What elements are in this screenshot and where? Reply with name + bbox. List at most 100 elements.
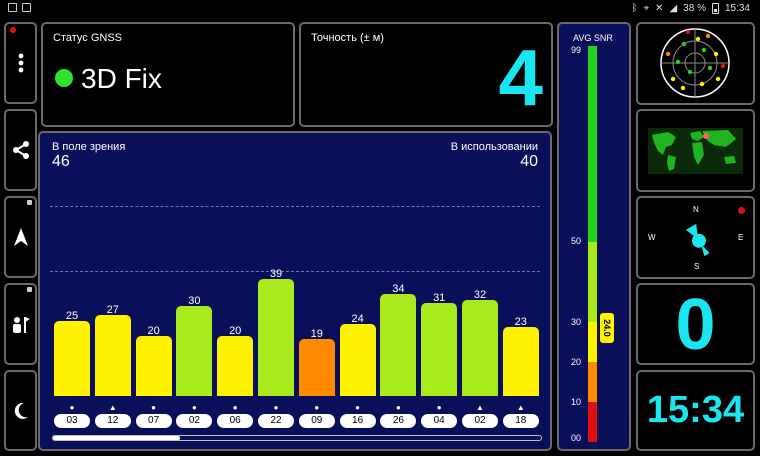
scrollbar-thumb[interactable] [53, 436, 181, 440]
snr-tick-label: 99 [571, 45, 582, 55]
satellite-bar [135, 336, 172, 396]
satellite-bar [94, 315, 131, 396]
speed-value: 0 [675, 285, 716, 365]
satellite-snr-label: 23 [514, 316, 527, 328]
gnss-status-panel: Статус GNSS 3D Fix [41, 22, 295, 127]
constellation-marker-icon: ● [355, 403, 361, 412]
satellite-bar [339, 324, 376, 396]
navigation-arrow-icon [13, 228, 28, 246]
satellite-snr-label: 31 [433, 292, 446, 304]
snr-tick-label: 50 [571, 236, 582, 246]
moon-icon [14, 402, 28, 419]
status-bar: ᛒ ⌖ ✕ ◢ 38 % 15:34 [0, 0, 760, 18]
snr-band-strong [588, 46, 597, 242]
compass-needle-icon [685, 223, 710, 257]
satellite-bar [217, 336, 254, 396]
night-mode-button[interactable] [4, 370, 37, 451]
in-view-count: 46 [52, 153, 70, 170]
satellite-snr-label: 32 [473, 289, 487, 301]
satellite-id[interactable]: 16 [339, 414, 376, 428]
snr-band-weak [588, 362, 597, 402]
avg-snr-marker: 24.0 [600, 313, 614, 343]
constellation-marker-icon: ● [314, 403, 320, 412]
navigate-button[interactable] [4, 196, 37, 278]
satellite-bar [421, 303, 458, 396]
constellation-marker-icon: ▲ [516, 403, 525, 412]
compass-east: E [738, 233, 744, 242]
gnss-status-label: Статус GNSS [53, 32, 123, 44]
avg-snr-gauge: AVG SNR 99 50 30 20 10 00 24.0 [557, 22, 631, 451]
satellite-bar [298, 339, 335, 396]
snr-tick-label: 10 [571, 397, 582, 407]
compass-south: S [694, 262, 700, 271]
compass-west: W [648, 233, 656, 242]
satellite-snr-label: 20 [147, 325, 160, 337]
world-map-icon [648, 128, 743, 174]
satellite-id[interactable]: 09 [298, 414, 335, 428]
bluetooth-icon: ᛒ [631, 3, 638, 14]
menu-button[interactable] [4, 22, 37, 104]
compass-panel[interactable]: N S E W [636, 196, 755, 279]
accuracy-value: 4 [498, 33, 544, 122]
satellite-id[interactable]: 12 [94, 414, 131, 428]
constellation-marker-icon: ▲ [108, 403, 117, 412]
satellite-id[interactable]: 07 [135, 414, 172, 428]
users-flag-icon [12, 317, 30, 333]
constellation-marker-icon: ● [151, 403, 157, 412]
satellite-id[interactable]: 03 [54, 414, 90, 428]
constellation-marker-icon: ● [395, 403, 401, 412]
world-map-button[interactable] [636, 109, 755, 192]
grid-line [50, 206, 540, 207]
constellation-marker-icon: ● [273, 403, 279, 412]
gnss-fix-value: 3D Fix [81, 63, 162, 94]
battery-percent: 38 % [683, 3, 706, 14]
location-icon: ⌖ [643, 3, 650, 14]
group-button[interactable] [4, 283, 37, 365]
snr-band-poor [588, 402, 597, 442]
mute-icon: ✕ [655, 3, 664, 14]
alert-dot [10, 27, 16, 33]
chart-scrollbar[interactable] [52, 435, 542, 441]
satellite-bar [54, 321, 90, 396]
satellite-bar [176, 306, 213, 396]
satellite-snr-label: 20 [229, 325, 242, 337]
notification-icons [8, 3, 31, 12]
satellite-id[interactable]: 02 [176, 414, 213, 428]
satellite-snr-label: 19 [310, 328, 323, 340]
satellite-id[interactable]: 04 [421, 414, 458, 428]
constellation-marker-icon: ● [69, 403, 75, 412]
snr-tick-label: 30 [571, 317, 582, 327]
satellite-id[interactable]: 26 [380, 414, 417, 428]
speed-panel: 0 [636, 283, 755, 365]
lock-icon [27, 287, 32, 292]
more-vertical-icon [18, 53, 23, 73]
grid-line [50, 271, 540, 272]
signal-icon: ◢ [669, 3, 678, 14]
constellation-marker-icon: ▲ [476, 403, 484, 412]
satellite-snr-label: 24 [351, 313, 364, 325]
in-view-label: В поле зрения [52, 141, 126, 153]
accuracy-panel: Точность (± м) 4 [299, 22, 553, 127]
image-notification-icon [8, 3, 17, 12]
lock-icon [27, 200, 32, 205]
satellite-bar [462, 300, 498, 396]
constellation-marker-icon: ● [191, 403, 197, 412]
satellite-snr-label: 39 [269, 268, 283, 280]
share-button[interactable] [4, 109, 37, 191]
snr-tick-label: 20 [571, 357, 582, 367]
clock-value: 15:34 [646, 389, 745, 431]
compass-alert-dot [738, 207, 745, 214]
satellite-id[interactable]: 06 [217, 414, 254, 428]
in-use-count: 40 [520, 153, 538, 170]
sky-radar-icon [660, 28, 730, 98]
satellite-id[interactable]: 18 [502, 414, 539, 428]
share-icon [12, 141, 29, 159]
accuracy-label: Точность (± м) [311, 32, 384, 44]
battery-icon [711, 3, 719, 14]
satellite-signal-chart: В поле зрения 46 В использовании 40 25 ● 0… [38, 131, 552, 451]
compass-north: N [693, 205, 699, 214]
satellite-id[interactable]: 22 [258, 414, 294, 428]
satellite-id[interactable]: 02 [462, 414, 498, 428]
satellite-snr-label: 25 [65, 310, 79, 322]
sky-radar-button[interactable] [636, 22, 755, 105]
